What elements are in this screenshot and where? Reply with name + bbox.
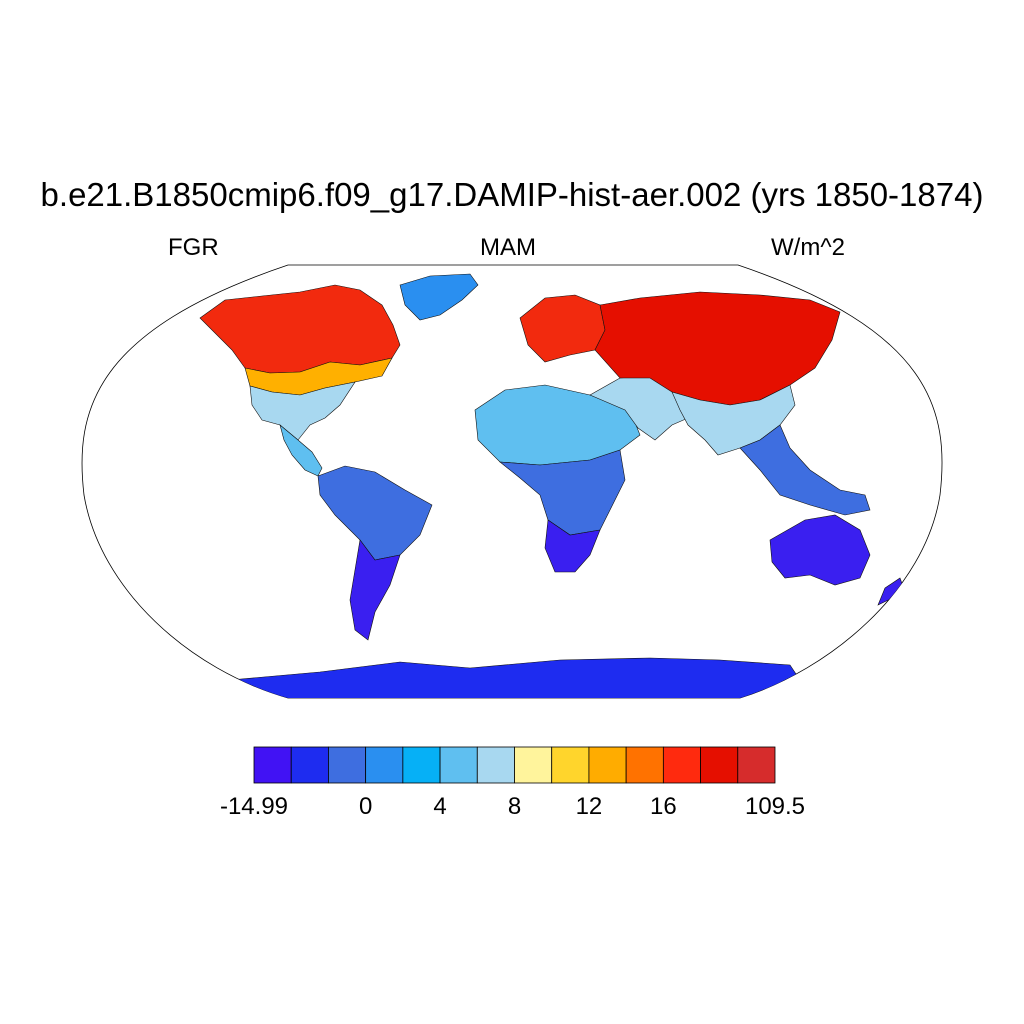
colorbar-box: [402, 746, 441, 784]
colorbar-box: [737, 746, 776, 784]
variable-label: FGR: [168, 234, 219, 261]
region-north-africa: [474, 384, 641, 466]
colorbar-tick-label: 109.5: [745, 793, 805, 820]
region-africa-south: [544, 519, 601, 573]
colorbar-box: [290, 746, 329, 784]
colorbar-tick-label: -14.99: [220, 793, 288, 820]
colorbar-box: [700, 746, 739, 784]
colorbar-box: [476, 746, 515, 784]
colorbar-box: [439, 746, 478, 784]
region-australia: [769, 514, 871, 586]
season-label: MAM: [480, 234, 536, 261]
region-south-america: [317, 465, 433, 561]
region-antarctica: [229, 657, 801, 698]
region-africa-central: [499, 449, 626, 536]
colorbar-tick-label: 4: [433, 793, 446, 820]
colorbar-tick-label: 12: [576, 793, 603, 820]
region-greenland: [399, 273, 479, 321]
colorbar-box: [365, 746, 404, 784]
region-usa-south: [249, 381, 356, 441]
colorbar-box: [514, 746, 553, 784]
region-patagonia: [349, 539, 401, 641]
colorbar-box: [551, 746, 590, 784]
region-se-asia: [739, 424, 871, 516]
colorbar-box: [253, 746, 292, 784]
colorbar-tick-label: 0: [359, 793, 372, 820]
colorbar-boxes: [253, 746, 776, 784]
units-label: W/m^2: [771, 234, 845, 261]
colorbar-box: [328, 746, 367, 784]
colorbar-box: [588, 746, 627, 784]
colorbar-box: [662, 746, 701, 784]
colorbar-labels: -14.99 0 4 8 12 16 109.5: [220, 793, 805, 820]
region-north-america-high: [199, 284, 401, 374]
plot-title: b.e21.B1850cmip6.f09_g17.DAMIP-hist-aer.…: [40, 176, 984, 213]
colorbar-box: [625, 746, 664, 784]
colorbar-tick-label: 8: [508, 793, 521, 820]
colorbar-tick-label: 16: [650, 793, 677, 820]
